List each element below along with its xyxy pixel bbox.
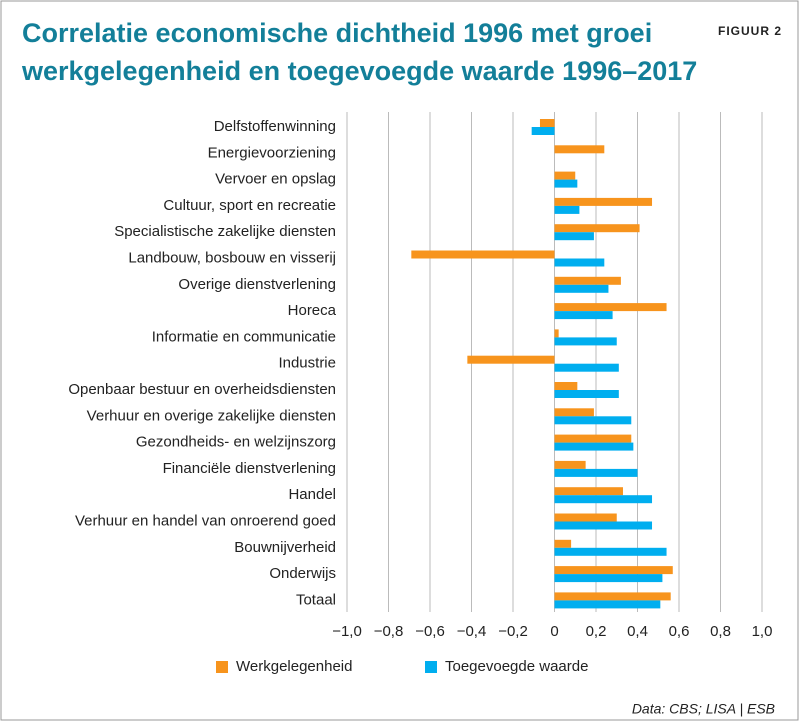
bar xyxy=(554,434,632,443)
bar xyxy=(554,224,640,233)
bar xyxy=(554,574,663,583)
chart-title: Correlatie economische dichtheid 1996 me… xyxy=(22,18,698,86)
bar xyxy=(554,495,653,504)
bar xyxy=(554,303,667,312)
bar xyxy=(554,592,671,601)
y-tick-label: Industrie xyxy=(278,355,336,372)
bar xyxy=(554,284,609,293)
x-tick-label: 0,2 xyxy=(586,623,607,640)
bar xyxy=(554,416,632,425)
bar xyxy=(554,513,617,522)
source: Data: CBS; LISA | ESB xyxy=(632,701,775,717)
bar xyxy=(554,382,578,390)
y-tick-label: Openbaar bestuur en overheidsdiensten xyxy=(68,381,336,398)
x-tick-label: 0,4 xyxy=(627,623,648,640)
figure-label: FIGUUR 2 xyxy=(717,24,782,38)
y-tick-label: Overige dienstverlening xyxy=(178,276,336,293)
x-tick-label: −1,0 xyxy=(332,623,362,640)
y-tick-label: Specialistische zakelijke diensten xyxy=(114,223,336,240)
bar xyxy=(554,171,576,180)
bar xyxy=(554,468,638,477)
y-tick-label: Totaal xyxy=(296,591,336,608)
bar xyxy=(554,547,667,556)
bar xyxy=(531,127,555,135)
bar xyxy=(411,250,555,259)
legend-swatch xyxy=(216,661,228,673)
bar xyxy=(554,408,594,417)
bar xyxy=(554,390,619,398)
y-tick-label: Landbouw, bosbouw en visserij xyxy=(128,249,336,266)
y-tick-label: Energievoorziening xyxy=(208,144,336,161)
bar xyxy=(554,329,559,338)
bar xyxy=(554,487,623,496)
y-tick-label: Verhuur en handel van onroerend goed xyxy=(75,512,336,529)
x-tick-label: −0,2 xyxy=(498,623,528,640)
x-tick-label: 1,0 xyxy=(752,623,773,640)
y-tick-label: Cultuur, sport en recreatie xyxy=(163,197,336,214)
x-tick-label: 0,6 xyxy=(669,623,690,640)
x-tick-label: −0,8 xyxy=(374,623,404,640)
bar xyxy=(554,460,586,469)
x-tick-label: −0,4 xyxy=(457,623,487,640)
x-tick-label: 0 xyxy=(550,623,558,640)
bar xyxy=(554,258,605,267)
bar xyxy=(467,355,555,364)
bar xyxy=(554,363,619,372)
bar xyxy=(554,521,653,530)
bar xyxy=(554,311,613,320)
x-tick-label: 0,8 xyxy=(710,623,731,640)
y-tick-label: Horeca xyxy=(288,302,337,319)
y-tick-label: Delfstoffenwinning xyxy=(214,118,336,135)
x-tick-label: −0,6 xyxy=(415,623,445,640)
y-tick-label: Onderwijs xyxy=(269,565,336,582)
legend-label: Werkgelegenheid xyxy=(236,658,352,675)
bar xyxy=(554,205,580,214)
y-tick-label: Bouwnijverheid xyxy=(234,539,336,556)
legend-label: Toegevoegde waarde xyxy=(445,658,588,675)
bar xyxy=(554,600,661,609)
y-tick-label: Vervoer en opslag xyxy=(215,171,336,188)
y-tick-label: Handel xyxy=(288,486,336,503)
bar xyxy=(554,179,578,188)
bar xyxy=(554,442,634,451)
bar xyxy=(554,276,621,285)
bar xyxy=(554,232,594,241)
bar xyxy=(539,119,555,127)
y-tick-label: Verhuur en overige zakelijke diensten xyxy=(87,407,336,424)
y-tick-label: Informatie en communicatie xyxy=(152,328,336,345)
bar xyxy=(554,197,653,206)
bar xyxy=(554,337,617,346)
legend-swatch xyxy=(425,661,437,673)
y-tick-label: Financiële dienstverlening xyxy=(163,460,336,477)
y-tick-label: Gezondheids- en welzijnszorg xyxy=(136,434,336,451)
bar xyxy=(554,539,572,548)
bar xyxy=(554,566,673,575)
bar xyxy=(554,145,605,154)
